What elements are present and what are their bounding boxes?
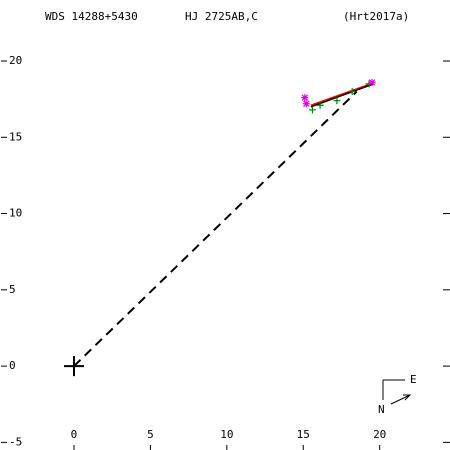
x-tick-label: 10 — [220, 428, 233, 441]
trace-line — [310, 83, 374, 108]
x-tick-label: 0 — [71, 428, 78, 441]
measurement — [301, 94, 309, 102]
x-tick-label: 20 — [373, 428, 386, 441]
measurement — [316, 101, 324, 109]
measurement — [368, 78, 376, 86]
reference: (Hrt2017a) — [343, 10, 409, 23]
primary-star — [63, 356, 84, 377]
compass-east-label: E — [410, 373, 417, 386]
y-tick-label: -5 — [9, 435, 22, 448]
y-tick-label: 15 — [9, 130, 22, 143]
y-tick-label: 5 — [9, 283, 16, 296]
measurement — [302, 100, 310, 108]
y-tick-label: 10 — [9, 207, 22, 220]
compass-arrow — [390, 394, 411, 405]
y-tick-label: 0 — [9, 359, 16, 372]
compass-arrowhead — [403, 394, 412, 401]
compass — [382, 379, 412, 405]
trace-line — [310, 83, 371, 106]
x-tick-label: 5 — [147, 428, 154, 441]
trace-line — [73, 90, 358, 367]
compass-north-label: N — [378, 403, 385, 416]
measurement — [308, 106, 316, 114]
y-tick-label: 20 — [9, 54, 22, 67]
measurement — [348, 88, 356, 96]
x-tick-label: 15 — [297, 428, 310, 441]
star-name: HJ 2725AB,C — [185, 10, 258, 23]
measurement — [333, 97, 341, 105]
wds-id: WDS 14288+5430 — [45, 10, 138, 23]
